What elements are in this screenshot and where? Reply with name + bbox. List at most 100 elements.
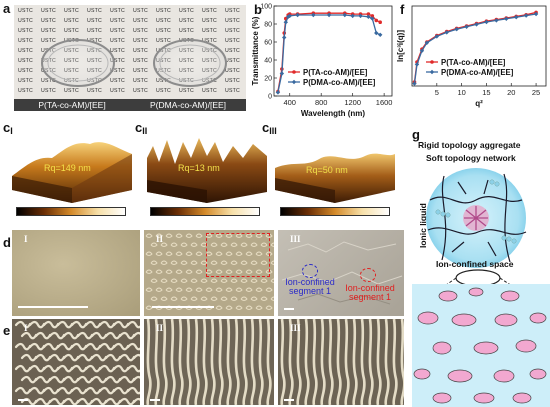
sem-bump [235,305,243,310]
sem-bump [150,242,158,247]
wrinkle [118,353,136,362]
ustc-word: USTC [225,48,240,54]
ustc-word: USTC [18,8,33,14]
c3-letter: c [262,120,270,135]
wrinkle [84,342,102,351]
c3-sub: III [269,126,277,136]
schematic-g: Ion-confined space [412,168,550,407]
ustc-word: USTC [18,58,33,64]
data-point [504,16,509,21]
ustc-word: USTC [179,18,194,24]
wrinkle [14,364,32,373]
wrinkle [28,364,46,373]
sem-bump [165,233,173,238]
y-axis-label: ln[c³i(q)] [396,30,405,62]
sem-bump [175,269,183,274]
wrinkle [42,386,60,395]
rq-label-3: Rq=50 nm [306,165,348,175]
sem-bump [250,242,258,247]
sem-e1: I [12,319,140,405]
sem-bump [160,278,168,283]
sem-bump [270,278,274,283]
ustc-word: USTC [179,8,194,14]
ustc-word: USTC [87,18,102,24]
stripe [336,319,342,405]
sem-bump [225,251,233,256]
roman-e1: I [24,323,28,333]
sem-bump [195,287,203,292]
wrinkle [62,353,80,362]
wrinkle [70,364,88,373]
stripe [280,319,286,405]
sem-bump [235,269,243,274]
sem-bump [225,269,233,274]
ustc-word: USTC [225,78,240,84]
wrinkle [118,397,136,405]
data-point [378,20,382,25]
wrinkle [76,375,94,384]
sem-bump [215,269,223,274]
wrinkle [42,320,60,329]
data-point [287,13,292,19]
data-point [295,12,300,18]
ustc-word: USTC [179,88,194,94]
stripe [194,319,200,405]
zoom-box [206,233,270,277]
x-tick-label: 5 [435,88,439,97]
wrinkle [76,331,94,340]
sem-d2: II [144,230,274,316]
wrinkle [62,331,80,340]
y-axis-label: Transmittance (%) [251,16,260,85]
stripe [368,319,374,405]
panel-b-label: b [254,2,262,17]
legend-marker [430,60,434,64]
wrinkle [48,397,66,405]
ion-label-blue: Ion-confined segment 1 [285,277,335,297]
ustc-word: USTC [202,38,217,44]
stripe [352,319,358,405]
wrinkle [28,386,46,395]
stripe [210,319,216,405]
stripe [376,319,382,405]
wrinkle [84,320,102,329]
ustc-word: USTC [133,28,148,34]
wrinkle [14,342,32,351]
sem-bump [255,305,263,310]
sem-bump [230,260,238,265]
x-axis-label: q² [475,99,483,108]
data-point [484,19,489,25]
data-point [342,12,347,18]
dish-left-inner [47,44,109,82]
y-tick-label: 40 [264,58,272,65]
sem-bump [245,269,253,274]
stripe [178,319,184,405]
ustc-word: USTC [18,68,33,74]
data-point [366,14,371,19]
data-point [370,16,375,21]
sem-bump [225,287,233,292]
ustc-word: USTC [41,8,56,14]
x-tick-label: 800 [315,98,328,107]
sem-bump [270,296,274,301]
ustc-word: USTC [156,28,171,34]
ion-label-red: Ion-confined segment 1 [345,283,395,303]
ustc-word: USTC [87,88,102,94]
data-point [414,62,420,67]
plot-frame [273,5,393,97]
data-point [434,34,440,39]
ustc-word: USTC [87,28,102,34]
wrinkle [34,353,52,362]
sem-bump [200,242,208,247]
sem-bump [265,287,273,292]
wrinkle [14,320,32,329]
stripe [360,319,366,405]
sem-bump [190,260,198,265]
sem-bump [170,260,178,265]
ion-droplets [413,287,547,404]
sem-bump [175,233,183,238]
wrinkle [90,375,108,384]
wrinkle [56,342,74,351]
data-point [282,35,287,40]
sem-bump [260,296,268,301]
sem-bump [185,233,193,238]
